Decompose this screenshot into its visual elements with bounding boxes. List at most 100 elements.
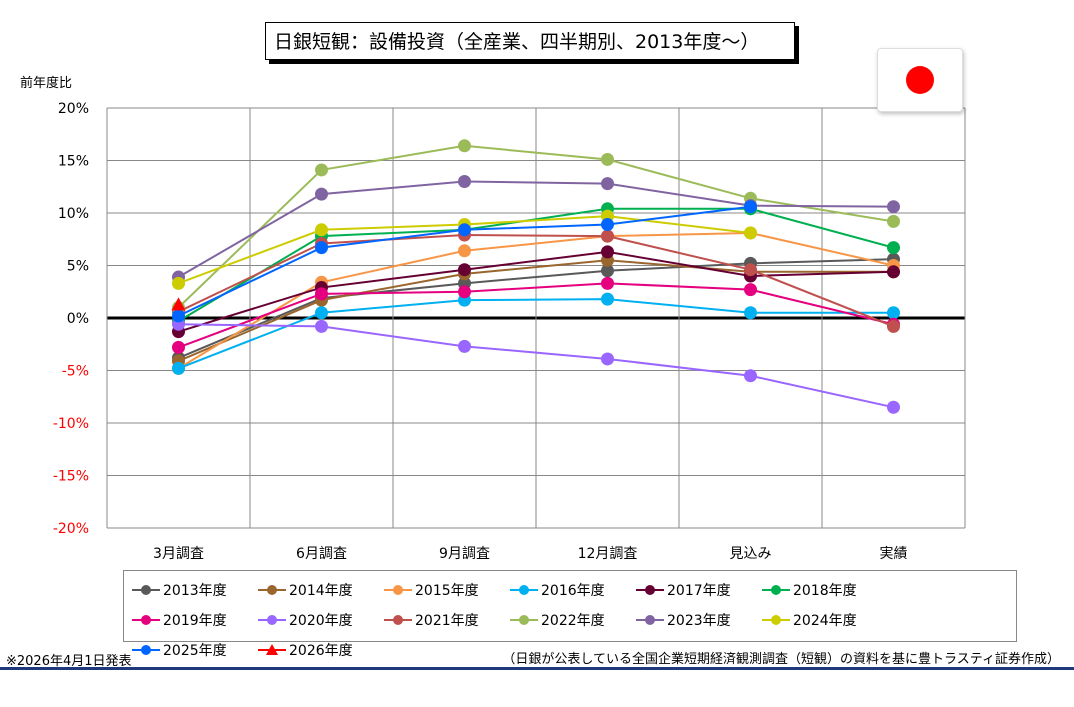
data-point bbox=[601, 152, 614, 166]
series-line bbox=[177, 180, 894, 278]
y-tick-label: -15% bbox=[53, 469, 89, 485]
footer-rule bbox=[0, 667, 1074, 670]
legend-item: 2018年度 bbox=[762, 575, 888, 605]
y-tick-label: 20% bbox=[58, 101, 89, 117]
legend-marker-icon bbox=[762, 585, 790, 595]
legend-label: 2019年度 bbox=[163, 613, 227, 629]
data-point bbox=[458, 244, 471, 258]
legend-item: 2016年度 bbox=[510, 575, 636, 605]
data-point bbox=[601, 177, 614, 191]
data-point bbox=[458, 139, 471, 153]
series-line bbox=[178, 298, 894, 370]
legend-item: 2020年度 bbox=[258, 605, 384, 635]
y-tick-label: 10% bbox=[58, 206, 89, 222]
data-point bbox=[887, 200, 900, 214]
series-line bbox=[178, 259, 894, 362]
y-tick-label: 5% bbox=[67, 259, 89, 275]
legend-marker-icon bbox=[132, 585, 160, 595]
legend-item: 2023年度 bbox=[636, 605, 762, 635]
data-point bbox=[171, 297, 186, 311]
series-line bbox=[178, 250, 894, 333]
x-tick-label: 12月調査 bbox=[578, 546, 638, 562]
data-point bbox=[601, 352, 614, 366]
legend-item: 2022年度 bbox=[510, 605, 636, 635]
data-point bbox=[458, 285, 471, 299]
legend-item: 2014年度 bbox=[258, 575, 384, 605]
data-point bbox=[458, 339, 471, 353]
y-tick-label: -5% bbox=[62, 364, 89, 380]
x-tick-label: 9月調査 bbox=[439, 546, 490, 562]
chart-title: 日銀短観：設備投資（全産業、四半期別、2013年度～） bbox=[265, 22, 795, 60]
y-tick-label: 15% bbox=[58, 154, 89, 170]
x-tick-label: 3月調査 bbox=[153, 546, 204, 562]
x-tick-label: 6月調査 bbox=[296, 546, 347, 562]
data-point bbox=[601, 292, 614, 306]
legend-item: 2015年度 bbox=[384, 575, 510, 605]
legend-marker-icon bbox=[762, 615, 790, 625]
data-point bbox=[887, 400, 900, 414]
series-line bbox=[177, 144, 894, 309]
legend-item: 2017年度 bbox=[636, 575, 762, 605]
x-tick-label: 見込み bbox=[730, 546, 772, 562]
legend-label: 2020年度 bbox=[289, 613, 353, 629]
data-point bbox=[315, 306, 328, 320]
legend-marker-icon bbox=[258, 615, 286, 625]
legend-marker-icon bbox=[510, 615, 538, 625]
data-point bbox=[887, 319, 900, 333]
data-point bbox=[315, 163, 328, 177]
data-point bbox=[458, 223, 471, 237]
y-tick-label: -10% bbox=[53, 416, 89, 432]
data-point bbox=[315, 187, 328, 201]
data-point bbox=[601, 245, 614, 259]
series-line bbox=[178, 323, 894, 409]
y-tick-label: 0% bbox=[67, 311, 89, 327]
x-tick-label: 実績 bbox=[880, 546, 908, 562]
legend-marker-icon bbox=[510, 585, 538, 595]
legend-item: 2024年度 bbox=[762, 605, 888, 635]
data-point bbox=[601, 264, 614, 278]
legend-label: 2015年度 bbox=[415, 583, 479, 599]
series-line bbox=[178, 234, 894, 328]
legend-label: 2024年度 bbox=[793, 613, 857, 629]
legend-marker-icon bbox=[636, 615, 664, 625]
legend-label: 2017年度 bbox=[667, 583, 731, 599]
legend-label: 2014年度 bbox=[289, 583, 353, 599]
legend-label: 2016年度 bbox=[541, 583, 605, 599]
data-point bbox=[887, 306, 900, 320]
legend-marker-icon bbox=[258, 585, 286, 595]
data-point bbox=[172, 361, 185, 375]
source-note: （日銀が公表している全国企業短期経済観測調査（短観）の資料を基に豊トラスティ証券… bbox=[502, 652, 1060, 667]
legend-label: 2022年度 bbox=[541, 613, 605, 629]
y-tick-label: -20% bbox=[53, 521, 89, 537]
release-date-note: ※2026年4月1日発表 bbox=[6, 654, 132, 669]
legend-marker-icon bbox=[132, 645, 160, 655]
data-point bbox=[887, 265, 900, 279]
legend-marker-icon bbox=[636, 585, 664, 595]
data-point bbox=[315, 241, 328, 255]
legend-marker-icon bbox=[258, 644, 286, 655]
data-point bbox=[744, 263, 757, 277]
data-point bbox=[744, 283, 757, 297]
legend-label: 2026年度 bbox=[289, 643, 353, 659]
legend-label: 2025年度 bbox=[163, 643, 227, 659]
series-line bbox=[177, 207, 894, 323]
japan-flag-icon bbox=[877, 48, 963, 112]
data-point bbox=[887, 241, 900, 255]
data-point bbox=[315, 287, 328, 301]
legend-label: 2013年度 bbox=[163, 583, 227, 599]
data-point bbox=[601, 276, 614, 290]
legend-label: 2018年度 bbox=[793, 583, 857, 599]
data-point bbox=[458, 263, 471, 277]
data-point bbox=[887, 214, 900, 228]
series-line bbox=[177, 231, 894, 370]
legend-item: 2019年度 bbox=[132, 605, 258, 635]
data-point bbox=[744, 200, 757, 214]
data-point bbox=[315, 319, 328, 333]
series-line bbox=[178, 258, 894, 359]
data-point bbox=[172, 309, 185, 323]
legend: 2013年度 2014年度 2015年度 2016年度 2017年度 2018年度 2019… bbox=[123, 570, 1017, 659]
legend-marker-icon bbox=[384, 585, 412, 595]
legend-item: 2021年度 bbox=[384, 605, 510, 635]
data-point bbox=[601, 229, 614, 243]
